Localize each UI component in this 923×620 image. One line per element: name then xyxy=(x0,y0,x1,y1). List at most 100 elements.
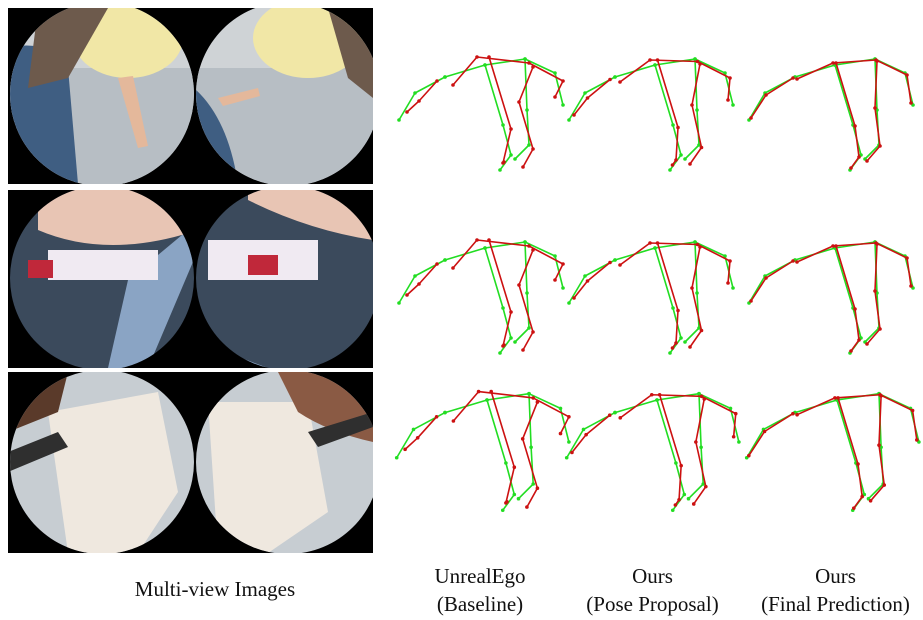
ground-truth-skeleton xyxy=(444,241,564,289)
joint-marker xyxy=(476,389,481,394)
joint-marker xyxy=(831,61,835,65)
joint-marker xyxy=(695,291,699,295)
joint-marker xyxy=(905,73,909,77)
joint-marker xyxy=(509,310,513,314)
joint-marker xyxy=(613,258,617,262)
joint-marker xyxy=(475,238,479,242)
joint-marker xyxy=(723,254,727,258)
joint-marker xyxy=(553,71,557,75)
predicted-skeleton xyxy=(488,56,512,164)
caption-final-prediction: Ours (Final Prediction) xyxy=(748,562,923,618)
ground-truth-skeleton xyxy=(746,411,796,459)
joint-marker xyxy=(567,415,571,419)
joint-marker xyxy=(403,447,407,452)
joint-marker xyxy=(728,76,732,80)
joint-marker xyxy=(731,434,736,439)
joint-marker xyxy=(443,258,447,262)
joint-marker xyxy=(747,453,751,458)
fisheye-row-2 xyxy=(8,190,373,368)
predicted-skeleton xyxy=(689,246,703,348)
joint-marker xyxy=(693,240,697,244)
joint-marker xyxy=(531,147,535,151)
joint-marker xyxy=(702,397,707,401)
predicted-skeleton xyxy=(796,393,918,441)
predicted-skeleton xyxy=(658,394,682,506)
joint-marker xyxy=(523,240,527,244)
ground-truth-skeleton xyxy=(748,76,796,121)
joint-marker xyxy=(558,431,563,436)
joint-marker xyxy=(762,429,767,434)
joint-marker xyxy=(878,144,882,148)
joint-marker xyxy=(909,284,913,288)
joint-marker xyxy=(849,166,853,170)
predicted-skeleton xyxy=(796,242,912,287)
joint-marker xyxy=(676,308,680,313)
joint-marker xyxy=(699,145,704,150)
predicted-skeleton xyxy=(452,56,564,98)
joint-marker xyxy=(585,279,590,283)
joint-marker xyxy=(498,351,502,355)
ground-truth-skeleton xyxy=(614,392,740,443)
joint-marker xyxy=(673,503,678,507)
joint-marker xyxy=(413,91,417,95)
joint-marker xyxy=(475,55,479,59)
joint-marker xyxy=(676,125,680,130)
joint-marker xyxy=(852,506,856,510)
joint-marker xyxy=(513,340,517,344)
joint-marker xyxy=(558,406,563,411)
joint-marker xyxy=(405,110,409,114)
joint-marker xyxy=(648,241,652,245)
joint-marker xyxy=(535,400,540,404)
joint-marker xyxy=(531,396,535,400)
joint-marker xyxy=(910,408,915,413)
predicted-skeleton xyxy=(452,390,570,434)
joint-marker xyxy=(434,415,439,419)
joint-marker xyxy=(701,482,705,486)
predicted-skeleton xyxy=(406,80,438,113)
joint-marker xyxy=(731,103,735,107)
joint-marker xyxy=(657,392,662,397)
joint-marker xyxy=(795,412,799,417)
joint-marker xyxy=(697,391,701,396)
joint-marker xyxy=(683,157,687,161)
joint-marker xyxy=(699,328,704,333)
joint-marker xyxy=(509,127,513,131)
joint-marker xyxy=(531,482,535,486)
joint-marker xyxy=(909,101,913,105)
predicted-skeleton xyxy=(689,63,703,165)
joint-marker xyxy=(728,259,732,263)
fisheye-left-view xyxy=(10,372,194,553)
joint-marker xyxy=(695,59,700,64)
joint-marker xyxy=(504,461,508,465)
predicted-skeleton xyxy=(693,398,707,505)
fisheye-left-view xyxy=(10,190,194,368)
joint-marker xyxy=(670,508,675,513)
joint-marker xyxy=(695,242,700,247)
joint-marker xyxy=(397,301,401,305)
joint-marker xyxy=(655,241,660,245)
joint-marker xyxy=(529,445,533,450)
joint-marker xyxy=(679,336,683,340)
ground-truth-skeleton xyxy=(834,247,862,354)
predicted-skeleton xyxy=(866,243,881,345)
joint-marker xyxy=(498,168,502,172)
ground-truth-skeleton xyxy=(614,241,734,289)
joint-marker xyxy=(697,143,701,147)
joint-marker xyxy=(879,394,883,398)
joint-marker xyxy=(435,79,439,83)
predicted-skeleton xyxy=(835,245,860,352)
joint-marker xyxy=(877,443,881,447)
joint-marker xyxy=(875,242,879,246)
joint-marker xyxy=(749,299,753,303)
joint-marker xyxy=(487,55,491,59)
joint-marker xyxy=(581,427,586,432)
joint-marker xyxy=(795,77,799,81)
joint-marker xyxy=(564,455,569,460)
ground-truth-skeleton xyxy=(444,392,570,443)
joint-marker xyxy=(704,484,708,489)
predicted-skeleton xyxy=(750,260,794,302)
skeleton-figure xyxy=(394,55,921,513)
joint-marker xyxy=(451,266,455,270)
ground-truth-skeleton xyxy=(748,259,796,304)
joint-marker xyxy=(502,343,506,347)
